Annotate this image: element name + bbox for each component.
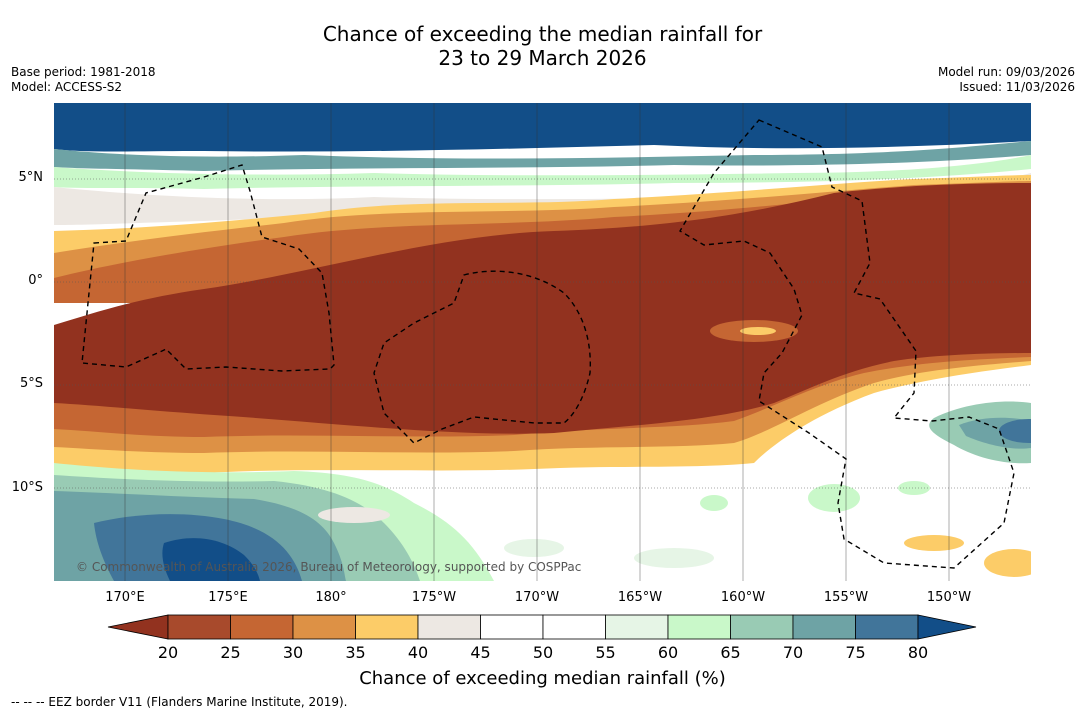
colorbar-tick-40: 40 — [407, 643, 429, 662]
lat-label-5s: 5°S — [19, 376, 43, 391]
copyright-text: © Commonwealth of Australia 2026, Bureau… — [76, 560, 581, 574]
north-teal-band — [54, 141, 1031, 171]
colorbar-tick-45: 45 — [470, 643, 491, 662]
colorbar-segment-7 — [605, 614, 669, 640]
colorbar-tick-50: 50 — [532, 643, 554, 662]
colorbar-tick-35: 35 — [345, 643, 366, 662]
lon-label-180: 180° — [315, 590, 347, 605]
lat-label-10s: 10°S — [11, 480, 43, 495]
colorbar-high-extension — [917, 614, 977, 640]
colorbar-segment-10 — [792, 614, 856, 640]
colorbar-segment-9 — [730, 614, 794, 640]
lon-label-170e: 170°E — [105, 590, 145, 605]
colorbar-low-extension — [107, 614, 169, 640]
colorbar-segment-4 — [417, 614, 481, 640]
lat-label-0: 0° — [28, 273, 43, 288]
colorbar-segment-6 — [542, 614, 606, 640]
colorbar-tick-65: 65 — [720, 643, 741, 662]
dry-core-band — [54, 183, 1031, 434]
colorbar-segment-5 — [480, 614, 544, 640]
colorbar-tick-20: 20 — [157, 643, 179, 662]
issued-date: Issued: 11/03/2026 — [959, 80, 1075, 94]
colorbar-tick-80: 80 — [907, 643, 929, 662]
colorbar-segment-3 — [355, 614, 419, 640]
colorbar — [107, 614, 977, 640]
colorbar-tick-60: 60 — [657, 643, 679, 662]
lon-label-165w: 165°W — [617, 590, 663, 605]
lon-label-160w: 160°W — [720, 590, 766, 605]
colorbar-tick-55: 55 — [595, 643, 616, 662]
model-name: Model: ACCESS-S2 — [11, 80, 123, 94]
colorbar-segment-0 — [167, 614, 231, 640]
colorbar-label: Chance of exceeding median rainfall (%) — [359, 668, 726, 689]
colorbar-tick-70: 70 — [782, 643, 804, 662]
rainfall-probability-map: © Commonwealth of Australia 2026, Bureau… — [54, 103, 1031, 581]
model-run: Model run: 09/03/2026 — [937, 65, 1075, 79]
north-green-band — [54, 155, 1031, 189]
eez-borders — [81, 119, 1015, 569]
north-blue-band — [54, 103, 1031, 152]
map-title-line1: Chance of exceeding the median rainfall … — [322, 22, 763, 46]
colorbar-tick-75: 75 — [845, 643, 866, 662]
lon-label-155w: 155°W — [823, 590, 869, 605]
colorbar-tick-30: 30 — [282, 643, 304, 662]
lon-label-175w: 175°W — [411, 590, 457, 605]
lon-label-150w: 150°W — [926, 590, 972, 605]
north-beige-band — [54, 173, 1031, 225]
base-period: Base period: 1981-2018 — [11, 65, 156, 79]
eez-footnote: -- -- -- EEZ border V11 (Flanders Marine… — [11, 695, 348, 709]
colorbar-segment-1 — [230, 614, 294, 640]
lat-label-5n: 5°N — [18, 170, 44, 185]
colorbar-segment-11 — [855, 614, 919, 640]
lon-label-175e: 175°E — [208, 590, 248, 605]
colorbar-segment-2 — [292, 614, 356, 640]
lon-label-170w: 170°W — [514, 590, 560, 605]
colorbar-tick-25: 25 — [220, 643, 241, 662]
map-title-line2: 23 to 29 March 2026 — [438, 46, 647, 70]
colorbar-segment-8 — [667, 614, 731, 640]
